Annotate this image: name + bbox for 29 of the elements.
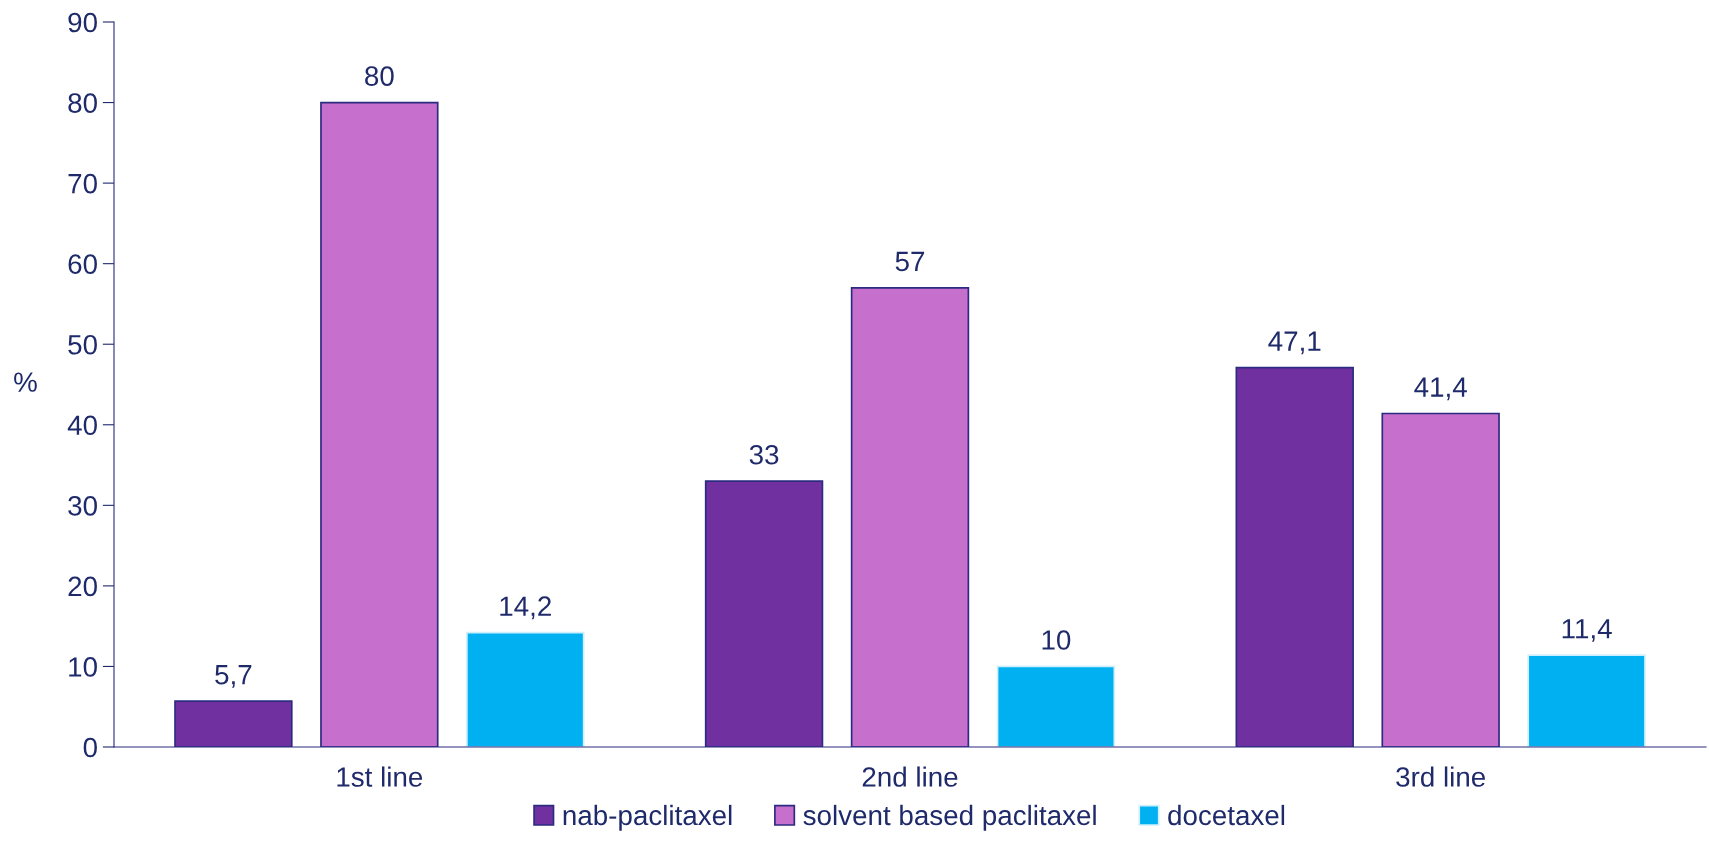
y-tick-label: 50 bbox=[68, 334, 97, 355]
bar bbox=[996, 665, 1116, 747]
y-tick-label: 80 bbox=[68, 93, 97, 113]
legend-label: solvent based paclitaxel bbox=[803, 804, 1096, 831]
y-tick-label: 90 bbox=[68, 12, 97, 33]
y-tick-label: 10 bbox=[69, 657, 97, 677]
data-label: 41,4 bbox=[1414, 377, 1467, 401]
data-label: 80 bbox=[365, 66, 394, 86]
data-label: 10 bbox=[1042, 630, 1071, 650]
data-label: 5,7 bbox=[215, 665, 252, 688]
data-label: 57 bbox=[895, 251, 925, 272]
data-label: 14,2 bbox=[500, 596, 551, 620]
legend-label: nab-paclitaxel bbox=[563, 804, 732, 831]
y-tick-label: 20 bbox=[68, 576, 97, 597]
y-tick-label: 70 bbox=[68, 173, 97, 194]
y-tick-label: 40 bbox=[67, 415, 97, 436]
y-tick-label: 30 bbox=[68, 496, 97, 516]
y-tick-label: 0 bbox=[83, 737, 97, 758]
x-tick-label: 1st line bbox=[337, 766, 423, 787]
x-tick-label: 3rd line bbox=[1396, 766, 1485, 787]
bar bbox=[466, 631, 585, 747]
data-label: 11,4 bbox=[1562, 619, 1612, 642]
bar bbox=[1527, 654, 1646, 747]
y-axis-title: % bbox=[14, 372, 37, 392]
y-tick-label: 60 bbox=[68, 254, 97, 275]
data-label: 33 bbox=[749, 444, 779, 465]
data-label: 47,1 bbox=[1268, 331, 1321, 355]
legend-label: docetaxel bbox=[1168, 804, 1285, 826]
x-tick-label: 2nd line bbox=[862, 766, 958, 787]
